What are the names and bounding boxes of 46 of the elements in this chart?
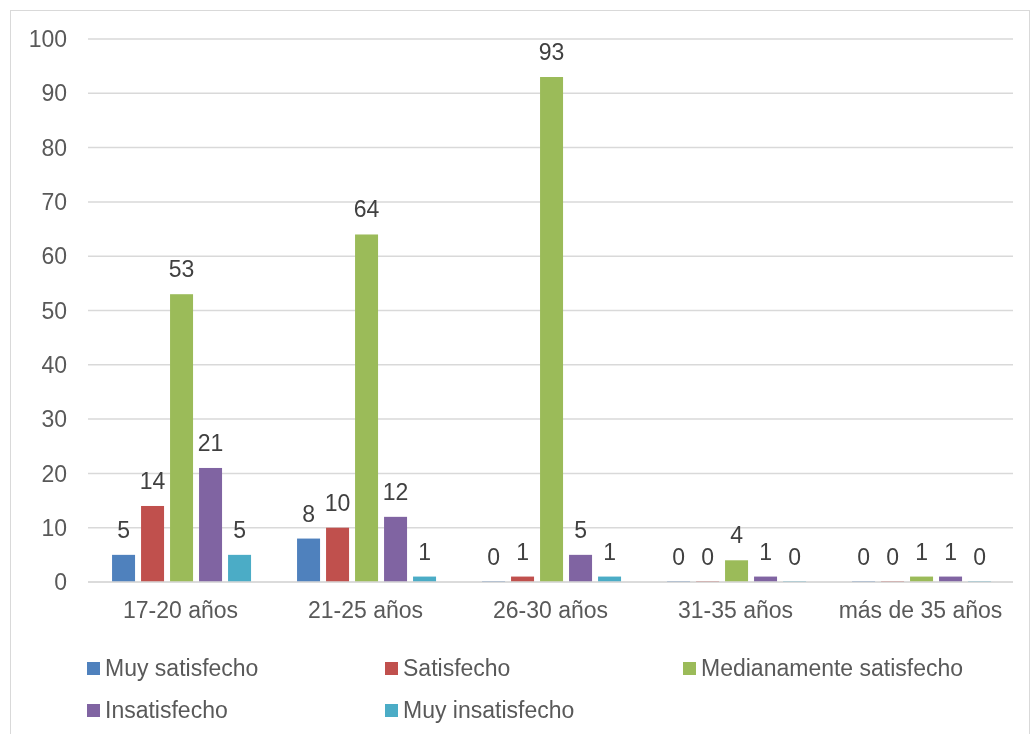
y-tick-label: 20 [41, 460, 67, 487]
data-label: 10 [324, 489, 351, 516]
data-label: 5 [233, 516, 246, 543]
x-tick-label: más de 35 años [838, 597, 1003, 624]
y-tick-label: 70 [41, 189, 67, 216]
data-label: 14 [139, 467, 166, 494]
data-label: 1 [944, 538, 957, 565]
data-label: 0 [857, 544, 870, 570]
y-tick-label: 100 [28, 26, 67, 53]
data-label: 4 [730, 522, 744, 549]
y-tick-label: 30 [41, 406, 67, 433]
legend-label: Medianamente satisfecho [701, 654, 964, 682]
data-label: 1 [915, 538, 928, 565]
data-label: 53 [168, 256, 195, 283]
data-label: 1 [516, 538, 529, 565]
data-label: 0 [973, 544, 986, 570]
legend-label: Muy satisfecho [105, 654, 259, 682]
data-label: 0 [701, 544, 714, 570]
data-label: 1 [603, 538, 616, 565]
data-label: 0 [886, 544, 899, 570]
x-tick-label: 17-20 años [122, 597, 239, 624]
x-tick-label: 26-30 años [492, 597, 609, 624]
data-label: 0 [788, 544, 801, 570]
y-tick-label: 40 [41, 351, 67, 378]
data-label: 12 [382, 478, 409, 505]
y-tick-label: 0 [54, 569, 67, 596]
data-label: 0 [487, 544, 500, 570]
legend-label: Muy insatisfecho [403, 696, 575, 724]
data-label: 1 [418, 538, 431, 565]
y-tick-label: 50 [41, 297, 67, 324]
x-tick-label: 21-25 años [307, 597, 424, 624]
data-label: 1 [759, 538, 772, 565]
y-tick-label: 60 [41, 243, 67, 270]
legend-label: Insatisfecho [105, 696, 228, 724]
y-tick-label: 90 [41, 80, 67, 107]
data-label: 5 [117, 516, 130, 543]
legend-label: Satisfecho [403, 654, 511, 682]
data-label: 93 [538, 39, 565, 66]
data-label: 21 [197, 429, 224, 456]
y-tick-label: 80 [41, 134, 67, 161]
y-tick-label: 10 [41, 514, 67, 541]
data-label: 64 [353, 196, 380, 223]
data-label: 5 [574, 516, 587, 543]
x-tick-label: 31-35 años [677, 597, 794, 624]
data-label: 8 [302, 500, 315, 527]
data-label: 0 [672, 544, 685, 570]
